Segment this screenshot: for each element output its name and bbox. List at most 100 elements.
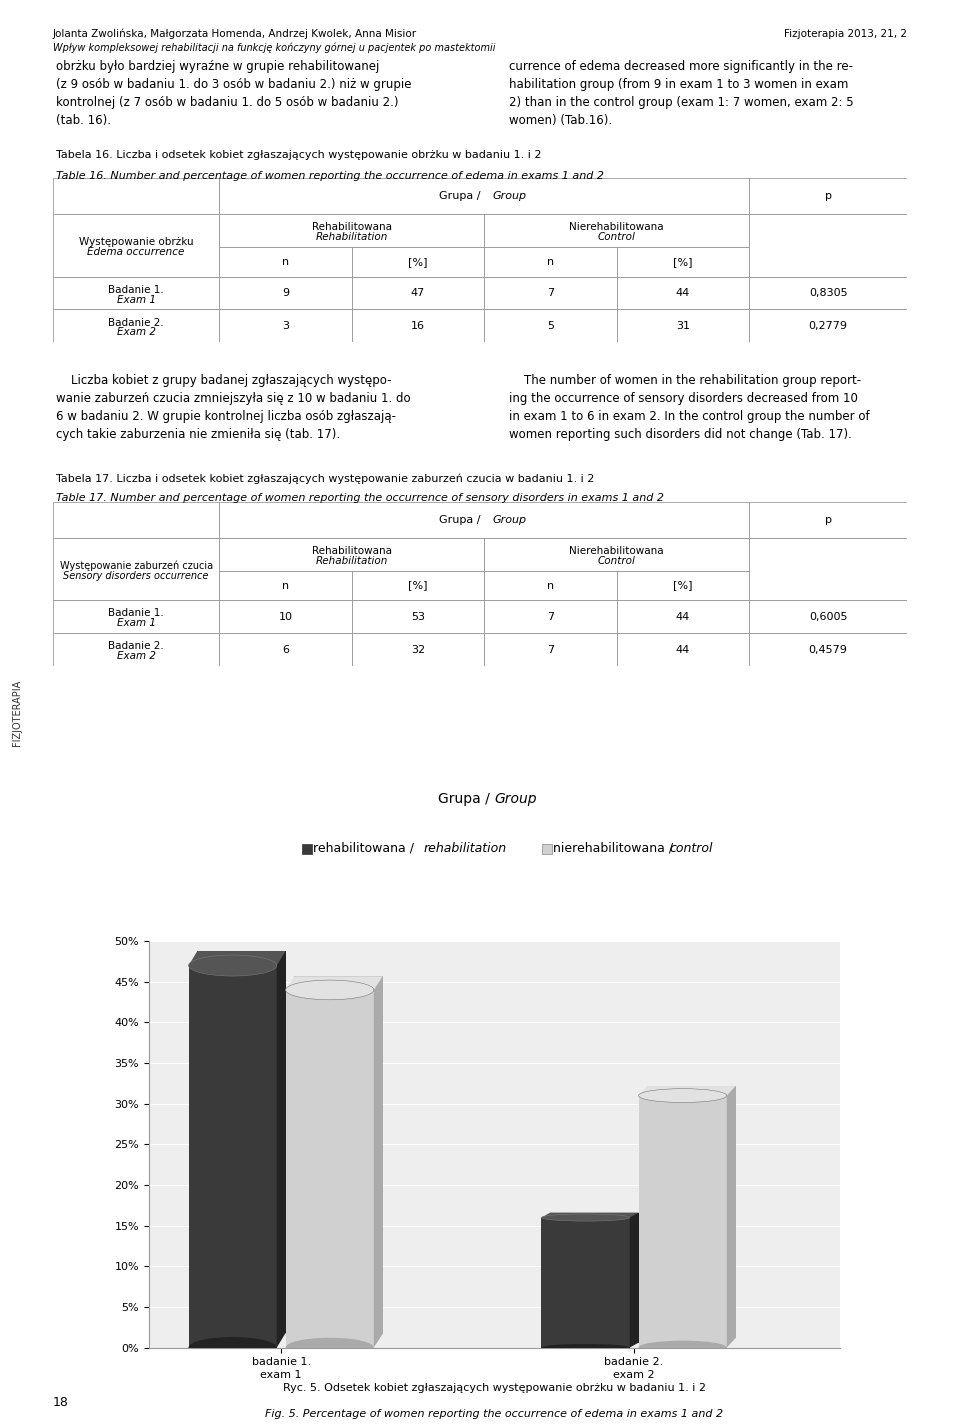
FancyBboxPatch shape — [53, 502, 220, 538]
FancyBboxPatch shape — [352, 247, 484, 277]
Text: rehabilitation: rehabilitation — [423, 841, 506, 856]
FancyBboxPatch shape — [53, 633, 220, 666]
Text: Jolanta Zwolińska, Małgorzata Homenda, Andrzej Kwolek, Anna Misior: Jolanta Zwolińska, Małgorzata Homenda, A… — [53, 29, 417, 39]
Text: currence of edema decreased more significantly in the re-
habilitation group (fr: currence of edema decreased more signifi… — [509, 60, 853, 127]
FancyBboxPatch shape — [220, 214, 484, 247]
Text: The number of women in the rehabilitation group report-
ing the occurrence of se: The number of women in the rehabilitatio… — [509, 374, 870, 441]
Polygon shape — [727, 1087, 735, 1348]
Text: 44: 44 — [676, 612, 690, 622]
Text: 16: 16 — [411, 321, 425, 331]
FancyBboxPatch shape — [484, 538, 749, 570]
Text: Ryc. 5. Odsetek kobiet zgłaszających występowanie obrżku w badaniu 1. i 2: Ryc. 5. Odsetek kobiet zgłaszających wys… — [283, 1383, 706, 1393]
Text: Exam 2: Exam 2 — [116, 652, 156, 662]
FancyBboxPatch shape — [53, 309, 220, 342]
Text: Group: Group — [492, 515, 527, 525]
FancyBboxPatch shape — [749, 633, 907, 666]
Text: Fig. 5. Percentage of women reporting the occurrence of edema in exams 1 and 2: Fig. 5. Percentage of women reporting th… — [265, 1409, 724, 1419]
FancyBboxPatch shape — [220, 502, 749, 538]
FancyBboxPatch shape — [220, 178, 749, 214]
Text: [%]: [%] — [408, 580, 428, 590]
FancyBboxPatch shape — [749, 178, 907, 214]
Text: Group: Group — [494, 791, 537, 806]
Text: Występowanie obrżku: Występowanie obrżku — [79, 237, 193, 247]
FancyBboxPatch shape — [749, 600, 907, 633]
Ellipse shape — [188, 955, 276, 975]
FancyBboxPatch shape — [220, 538, 484, 570]
Text: Control: Control — [598, 232, 636, 242]
Text: Tabela 17. Liczba i odsetek kobiet zgłaszających występowanie zaburzeń czucia w : Tabela 17. Liczba i odsetek kobiet zgłas… — [56, 473, 594, 483]
Text: n: n — [547, 580, 554, 590]
FancyBboxPatch shape — [220, 600, 352, 633]
Text: Fizjoterapia 2013, 21, 2: Fizjoterapia 2013, 21, 2 — [784, 29, 907, 39]
Text: 47: 47 — [411, 288, 425, 298]
Text: Tabela 16. Liczba i odsetek kobiet zgłaszających występowanie obrżku w badaniu 1: Tabela 16. Liczba i odsetek kobiet zgłas… — [56, 150, 541, 160]
Text: Nierehabilitowana: Nierehabilitowana — [569, 546, 664, 556]
Polygon shape — [630, 1212, 638, 1348]
FancyBboxPatch shape — [53, 178, 220, 214]
Text: Występowanie zaburzeń czucia: Występowanie zaburzeń czucia — [60, 560, 213, 572]
Polygon shape — [638, 1095, 727, 1348]
FancyBboxPatch shape — [616, 600, 749, 633]
Polygon shape — [638, 1087, 735, 1095]
Text: FIZJOTERAPIA: FIZJOTERAPIA — [12, 680, 22, 746]
FancyBboxPatch shape — [484, 570, 616, 600]
Text: Control: Control — [598, 556, 636, 566]
Text: Grupa /: Grupa / — [440, 515, 484, 525]
Polygon shape — [285, 990, 373, 1348]
FancyBboxPatch shape — [616, 633, 749, 666]
Text: 32: 32 — [411, 645, 425, 655]
Text: 5: 5 — [547, 321, 554, 331]
Text: Table 17. Number and percentage of women reporting the occurrence of sensory dis: Table 17. Number and percentage of women… — [56, 493, 663, 503]
FancyBboxPatch shape — [484, 600, 616, 633]
Polygon shape — [285, 977, 383, 990]
Text: rehabilitowana /: rehabilitowana / — [313, 841, 418, 856]
Polygon shape — [276, 951, 285, 1348]
FancyBboxPatch shape — [749, 502, 907, 538]
FancyBboxPatch shape — [53, 214, 220, 277]
Text: Sensory disorders occurrence: Sensory disorders occurrence — [63, 570, 208, 580]
Polygon shape — [295, 977, 383, 1333]
Text: [%]: [%] — [673, 257, 693, 267]
Text: 0,4579: 0,4579 — [808, 645, 848, 655]
Text: 44: 44 — [676, 645, 690, 655]
FancyBboxPatch shape — [220, 247, 352, 277]
Text: 7: 7 — [547, 288, 554, 298]
Text: p: p — [825, 515, 831, 525]
Text: Rehabilitowana: Rehabilitowana — [312, 546, 392, 556]
FancyBboxPatch shape — [484, 277, 616, 309]
Text: Nierehabilitowana: Nierehabilitowana — [569, 222, 664, 232]
FancyBboxPatch shape — [352, 570, 484, 600]
FancyBboxPatch shape — [53, 600, 220, 633]
Text: control: control — [670, 841, 713, 856]
Text: Grupa /: Grupa / — [440, 191, 484, 201]
Text: Badanie 1.: Badanie 1. — [108, 285, 164, 295]
Text: Grupa /: Grupa / — [439, 791, 494, 806]
Text: n: n — [282, 580, 289, 590]
Text: 0,2779: 0,2779 — [808, 321, 848, 331]
Text: Rehabilitation: Rehabilitation — [316, 556, 388, 566]
Text: Wpływ kompleksowej rehabilitacji na funkcję kończyny górnej u pacjentek po maste: Wpływ kompleksowej rehabilitacji na funk… — [53, 43, 495, 53]
Polygon shape — [188, 965, 276, 1348]
Text: 7: 7 — [547, 645, 554, 655]
Text: 10: 10 — [278, 612, 293, 622]
Text: 44: 44 — [676, 288, 690, 298]
FancyBboxPatch shape — [484, 247, 616, 277]
Polygon shape — [647, 1087, 735, 1338]
Text: Badanie 1.: Badanie 1. — [108, 609, 164, 619]
Polygon shape — [550, 1212, 638, 1343]
Text: 3: 3 — [282, 321, 289, 331]
Text: Badanie 2.: Badanie 2. — [108, 642, 164, 652]
Text: p: p — [825, 191, 831, 201]
FancyBboxPatch shape — [352, 277, 484, 309]
Text: n: n — [547, 257, 554, 267]
FancyBboxPatch shape — [749, 214, 907, 277]
Ellipse shape — [541, 1214, 630, 1221]
Text: 53: 53 — [411, 612, 425, 622]
Polygon shape — [541, 1212, 638, 1218]
FancyBboxPatch shape — [352, 600, 484, 633]
Ellipse shape — [638, 1088, 727, 1102]
Text: nierehabilitowana /: nierehabilitowana / — [553, 841, 677, 856]
Polygon shape — [188, 951, 285, 965]
FancyBboxPatch shape — [749, 309, 907, 342]
Ellipse shape — [285, 980, 373, 1000]
